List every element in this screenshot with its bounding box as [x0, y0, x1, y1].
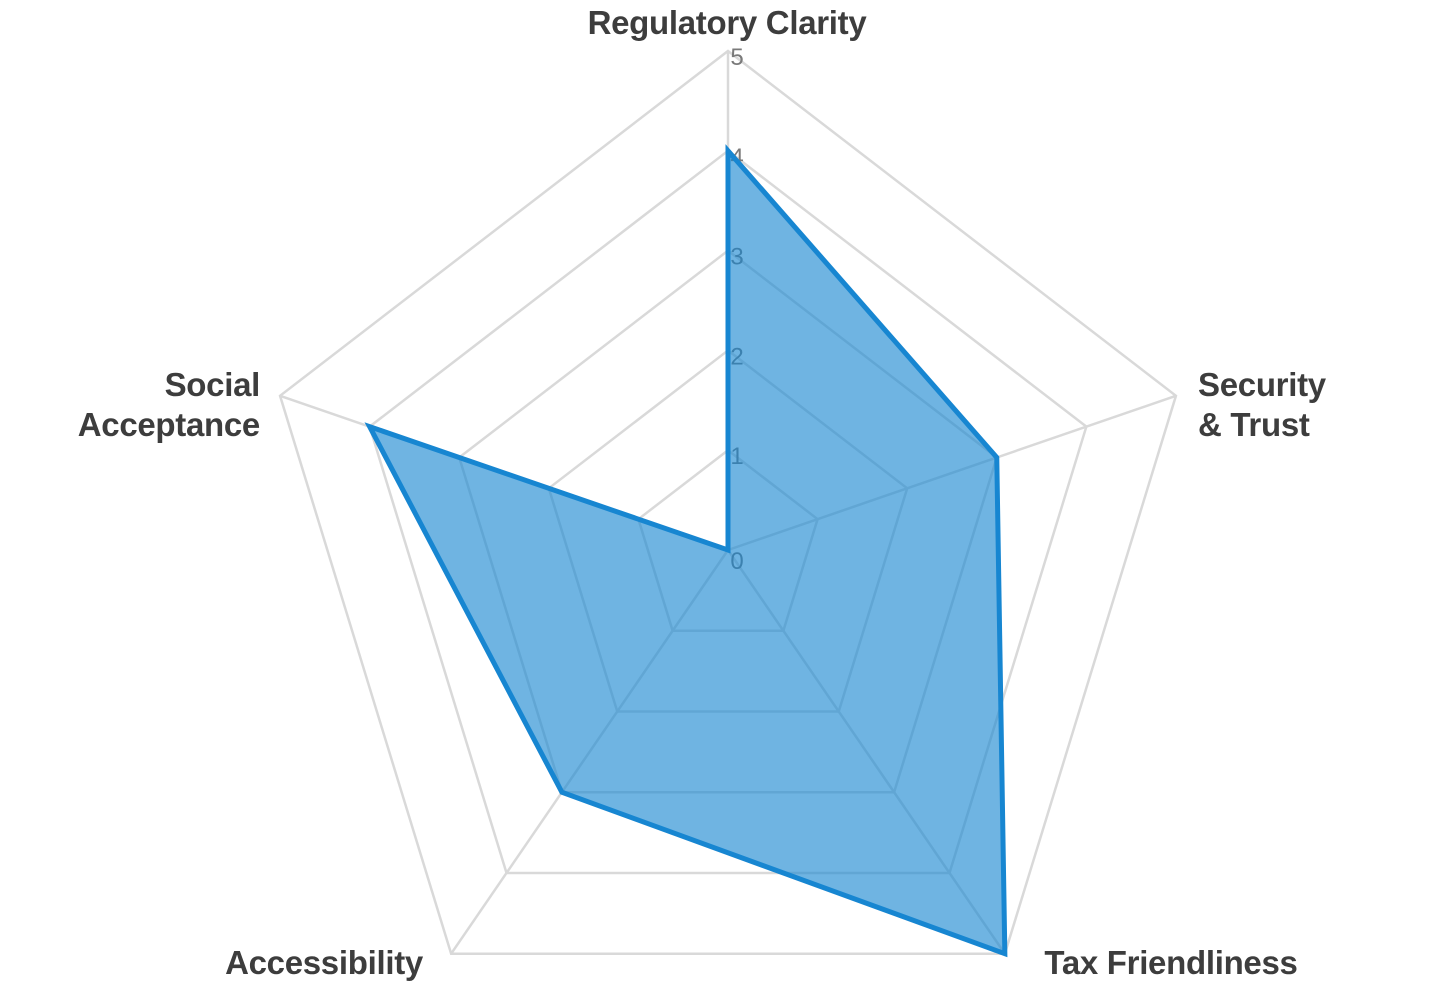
axis-label-accessibility: Accessibility [225, 944, 423, 981]
axis-label-social-acceptance: Social Acceptance [77, 366, 261, 443]
grid-ring-5 [278, 49, 1178, 955]
tick-label-5: 5 [730, 44, 743, 71]
axis-label-security-trust: Security & Trust [1198, 366, 1326, 443]
data-polygon [364, 144, 1008, 958]
axis-label-regulatory-clarity: Regulatory Clarity [587, 4, 867, 41]
grid-ring-4 [368, 149, 1088, 875]
axis-label-tax-friendliness: Tax Friendliness [1044, 944, 1298, 981]
